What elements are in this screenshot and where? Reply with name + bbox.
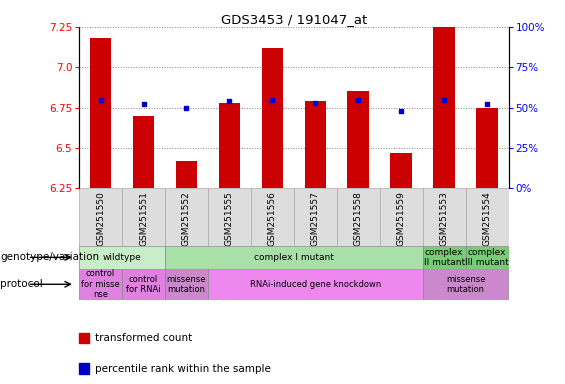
Point: [268, 96, 277, 103]
Text: GSM251559: GSM251559: [397, 191, 406, 246]
Bar: [90, 38, 111, 188]
Text: transformed count: transformed count: [95, 333, 192, 343]
Point: [225, 98, 234, 104]
Text: GSM251556: GSM251556: [268, 191, 277, 246]
Text: complex I mutant: complex I mutant: [254, 253, 334, 262]
Bar: [423, 188, 466, 246]
Bar: [122, 188, 165, 246]
Bar: [390, 153, 412, 188]
Text: percentile rank within the sample: percentile rank within the sample: [95, 364, 271, 374]
Bar: [294, 188, 337, 246]
Bar: [380, 188, 423, 246]
Bar: [347, 91, 369, 188]
Bar: [165, 188, 208, 246]
Text: protocol: protocol: [0, 279, 43, 289]
Point: [311, 100, 320, 106]
Bar: [476, 108, 498, 188]
Text: GSM251557: GSM251557: [311, 191, 320, 246]
Text: GSM251550: GSM251550: [96, 191, 105, 246]
Text: missense
mutation: missense mutation: [446, 275, 485, 294]
Text: GSM251558: GSM251558: [354, 191, 363, 246]
Bar: [466, 246, 509, 269]
Text: control
for misse
nse: control for misse nse: [81, 269, 120, 299]
Text: complex
II mutant: complex II mutant: [424, 248, 464, 267]
Bar: [433, 27, 455, 188]
Bar: [176, 161, 197, 188]
Text: wildtype: wildtype: [103, 253, 141, 262]
Text: GSM251552: GSM251552: [182, 191, 191, 246]
Bar: [79, 246, 165, 269]
Bar: [466, 188, 509, 246]
Text: complex
III mutant: complex III mutant: [465, 248, 509, 267]
Bar: [219, 103, 240, 188]
Point: [182, 104, 191, 111]
Text: GSM251551: GSM251551: [139, 191, 148, 246]
Point: [96, 96, 105, 103]
Point: [440, 96, 449, 103]
Text: GSM251555: GSM251555: [225, 191, 234, 246]
Bar: [305, 101, 326, 188]
Point: [397, 108, 406, 114]
Point: [354, 96, 363, 103]
Bar: [337, 188, 380, 246]
Bar: [165, 269, 208, 300]
Bar: [165, 246, 423, 269]
Bar: [208, 269, 423, 300]
Bar: [133, 116, 154, 188]
Bar: [79, 188, 122, 246]
Text: genotype/variation: genotype/variation: [0, 252, 99, 262]
Title: GDS3453 / 191047_at: GDS3453 / 191047_at: [221, 13, 367, 26]
Text: control
for RNAi: control for RNAi: [126, 275, 161, 294]
Text: GSM251554: GSM251554: [483, 191, 492, 246]
Point: [139, 101, 148, 108]
Bar: [423, 269, 508, 300]
Bar: [251, 188, 294, 246]
Text: GSM251553: GSM251553: [440, 191, 449, 246]
Text: missense
mutation: missense mutation: [167, 275, 206, 294]
Bar: [423, 246, 466, 269]
Bar: [122, 269, 165, 300]
Bar: [79, 269, 122, 300]
Point: [483, 101, 492, 108]
Bar: [262, 48, 283, 188]
Text: RNAi-induced gene knockdown: RNAi-induced gene knockdown: [250, 280, 381, 289]
Bar: [208, 188, 251, 246]
